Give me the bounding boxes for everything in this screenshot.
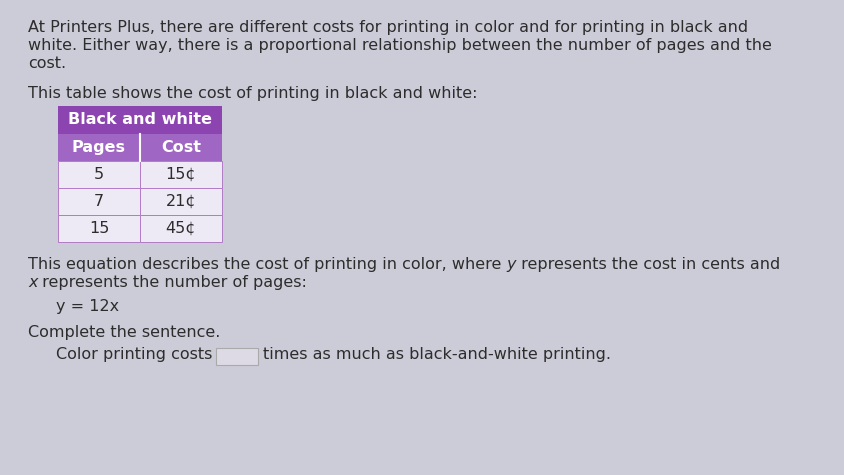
Text: 15¢: 15¢ bbox=[165, 167, 196, 182]
Text: Pages: Pages bbox=[72, 140, 126, 155]
Text: represents the cost in cents and: represents the cost in cents and bbox=[516, 257, 779, 272]
FancyBboxPatch shape bbox=[216, 348, 258, 365]
FancyBboxPatch shape bbox=[58, 215, 140, 242]
Text: This equation describes the cost of printing in color, where: This equation describes the cost of prin… bbox=[28, 257, 506, 272]
Text: Color printing costs: Color printing costs bbox=[56, 347, 212, 362]
Text: Complete the sentence.: Complete the sentence. bbox=[28, 325, 220, 340]
Text: x: x bbox=[28, 275, 37, 290]
Text: At Printers Plus, there are different costs for printing in color and for printi: At Printers Plus, there are different co… bbox=[28, 20, 747, 35]
FancyBboxPatch shape bbox=[58, 161, 140, 188]
FancyBboxPatch shape bbox=[58, 134, 140, 161]
Text: 5: 5 bbox=[94, 167, 104, 182]
Text: 21¢: 21¢ bbox=[165, 194, 196, 209]
Text: 7: 7 bbox=[94, 194, 104, 209]
Text: represents the number of pages:: represents the number of pages: bbox=[37, 275, 307, 290]
Text: white. Either way, there is a proportional relationship between the number of pa: white. Either way, there is a proportion… bbox=[28, 38, 771, 53]
Text: Cost: Cost bbox=[161, 140, 201, 155]
FancyBboxPatch shape bbox=[140, 161, 222, 188]
Text: Black and white: Black and white bbox=[68, 113, 212, 127]
Text: 15: 15 bbox=[89, 221, 109, 236]
FancyBboxPatch shape bbox=[58, 188, 140, 215]
Text: y = 12x: y = 12x bbox=[56, 299, 119, 314]
Text: y: y bbox=[506, 257, 516, 272]
FancyBboxPatch shape bbox=[140, 188, 222, 215]
Text: This table shows the cost of printing in black and white:: This table shows the cost of printing in… bbox=[28, 86, 477, 101]
FancyBboxPatch shape bbox=[140, 215, 222, 242]
Text: times as much as black-and-white printing.: times as much as black-and-white printin… bbox=[263, 347, 611, 362]
Text: cost.: cost. bbox=[28, 56, 66, 71]
Text: 45¢: 45¢ bbox=[165, 221, 196, 236]
FancyBboxPatch shape bbox=[140, 134, 222, 161]
FancyBboxPatch shape bbox=[58, 106, 222, 134]
